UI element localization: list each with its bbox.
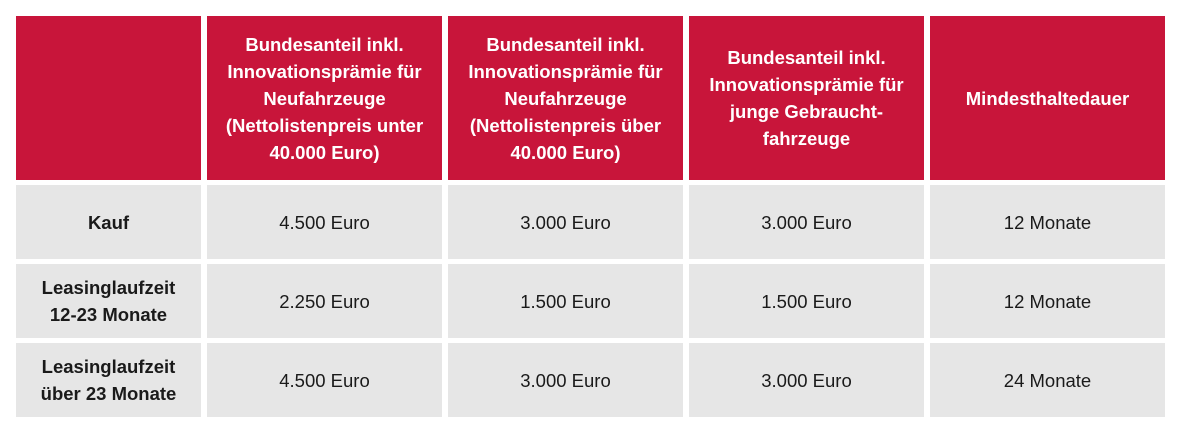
table-cell: 1.500 Euro bbox=[689, 264, 924, 338]
row-label-kauf: Kauf bbox=[16, 185, 201, 259]
table-cell: 3.000 Euro bbox=[448, 185, 683, 259]
table-cell: 4.500 Euro bbox=[207, 343, 442, 417]
table-cell: 3.000 Euro bbox=[689, 343, 924, 417]
row-label-leasing-12-23: Leasinglaufzeit 12-23 Monate bbox=[16, 264, 201, 338]
row-label-leasing-over-23: Leasinglaufzeit über 23 Monate bbox=[16, 343, 201, 417]
table-cell: 12 Monate bbox=[930, 185, 1165, 259]
table-header-new-under-40000: Bundesanteil inkl. Innovationsprämie für… bbox=[207, 16, 442, 180]
table-cell: 3.000 Euro bbox=[448, 343, 683, 417]
table-header-min-holding: Mindesthaltedauer bbox=[930, 16, 1165, 180]
table-cell: 4.500 Euro bbox=[207, 185, 442, 259]
table-cell: 24 Monate bbox=[930, 343, 1165, 417]
table-header-new-over-40000: Bundesanteil inkl. Innovationsprämie für… bbox=[448, 16, 683, 180]
table-header-empty bbox=[16, 16, 201, 180]
table-header-young-used: Bundesanteil inkl. Innovationsprämie für… bbox=[689, 16, 924, 180]
table-cell: 3.000 Euro bbox=[689, 185, 924, 259]
subsidy-table: Bundesanteil inkl. Innovationsprämie für… bbox=[16, 16, 1165, 417]
table-cell: 12 Monate bbox=[930, 264, 1165, 338]
table-cell: 2.250 Euro bbox=[207, 264, 442, 338]
table-cell: 1.500 Euro bbox=[448, 264, 683, 338]
